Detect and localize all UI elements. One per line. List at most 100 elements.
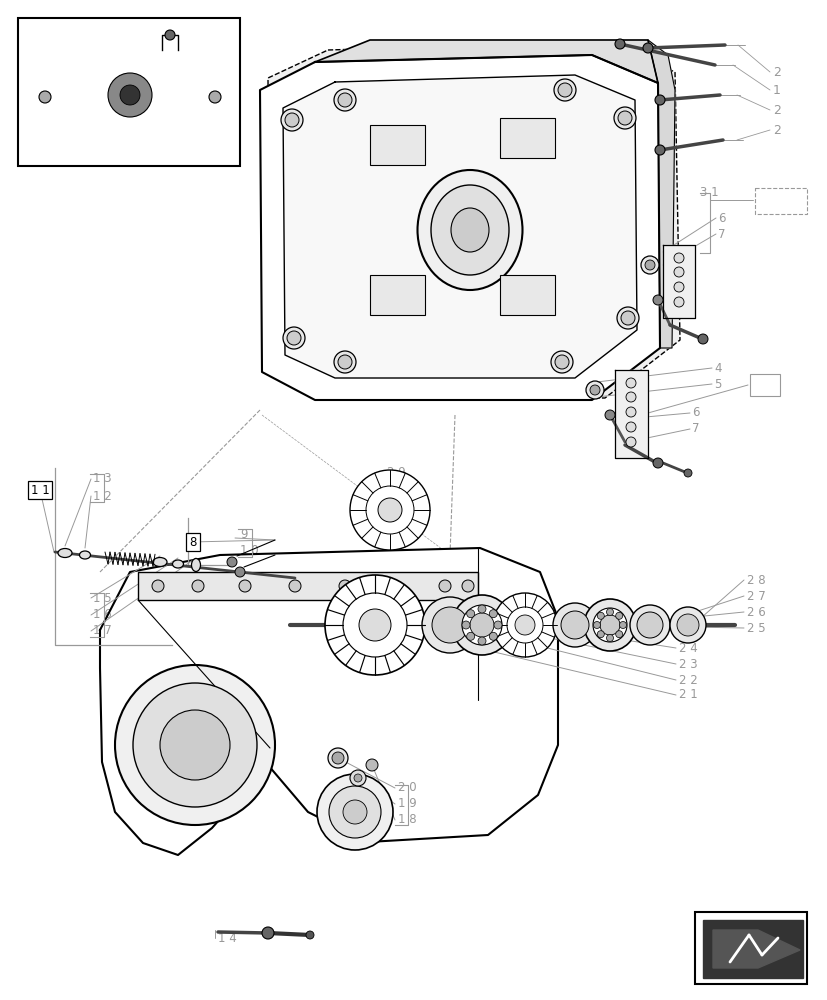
Circle shape — [461, 621, 470, 629]
Text: 2: 2 — [772, 66, 780, 79]
Circle shape — [284, 113, 299, 127]
Text: 2 7: 2 7 — [746, 589, 765, 602]
Bar — [370, 125, 424, 165]
Circle shape — [617, 111, 631, 125]
Polygon shape — [100, 548, 557, 855]
Circle shape — [359, 609, 390, 641]
Circle shape — [586, 381, 603, 399]
Text: 4: 4 — [713, 361, 720, 374]
Circle shape — [470, 613, 494, 637]
Circle shape — [133, 683, 256, 807]
Text: 2: 2 — [772, 124, 780, 137]
Text: 2 1: 2 1 — [678, 688, 697, 702]
Text: 2 3: 2 3 — [678, 658, 697, 670]
Circle shape — [640, 256, 658, 274]
Circle shape — [227, 557, 237, 567]
Circle shape — [39, 91, 51, 103]
Circle shape — [654, 95, 664, 105]
Circle shape — [625, 437, 635, 447]
Circle shape — [366, 486, 414, 534]
Circle shape — [489, 610, 497, 618]
Circle shape — [553, 79, 576, 101]
Polygon shape — [268, 42, 679, 398]
Circle shape — [550, 351, 572, 373]
Polygon shape — [702, 920, 802, 978]
Circle shape — [165, 30, 174, 40]
Circle shape — [561, 611, 588, 639]
Circle shape — [208, 91, 221, 103]
Text: 2 6: 2 6 — [746, 605, 765, 618]
Circle shape — [283, 327, 304, 349]
Circle shape — [337, 93, 351, 107]
Circle shape — [636, 612, 662, 638]
Circle shape — [605, 608, 613, 615]
Circle shape — [98, 63, 162, 127]
Circle shape — [593, 621, 600, 629]
Circle shape — [697, 334, 707, 344]
Text: 1 5: 1 5 — [93, 591, 112, 604]
Polygon shape — [614, 370, 648, 458]
Circle shape — [615, 631, 622, 638]
Circle shape — [673, 253, 683, 263]
Text: 3 1: 3 1 — [699, 186, 718, 200]
Circle shape — [620, 311, 634, 325]
Circle shape — [354, 774, 361, 782]
Circle shape — [583, 599, 635, 651]
Polygon shape — [648, 40, 674, 348]
Bar — [138, 572, 477, 600]
Circle shape — [327, 748, 347, 768]
Text: 1 1: 1 1 — [31, 484, 50, 496]
Circle shape — [592, 608, 626, 642]
Bar — [749, 374, 779, 396]
Circle shape — [389, 580, 400, 592]
Text: 1 0: 1 0 — [240, 544, 258, 558]
Circle shape — [673, 267, 683, 277]
Circle shape — [673, 297, 683, 307]
Circle shape — [514, 615, 534, 635]
Circle shape — [596, 612, 604, 619]
Circle shape — [494, 621, 501, 629]
Circle shape — [600, 615, 619, 635]
Circle shape — [432, 607, 467, 643]
Circle shape — [625, 392, 635, 402]
Circle shape — [616, 307, 638, 329]
Circle shape — [115, 665, 275, 825]
Ellipse shape — [79, 551, 90, 559]
Bar — [18, 18, 240, 166]
Text: 7: 7 — [717, 228, 724, 240]
Circle shape — [477, 637, 485, 645]
Circle shape — [644, 260, 654, 270]
Circle shape — [452, 595, 511, 655]
Text: 9: 9 — [240, 528, 247, 540]
Circle shape — [489, 632, 497, 640]
Text: 1 2: 1 2 — [93, 489, 112, 502]
Circle shape — [235, 567, 245, 577]
Circle shape — [477, 605, 485, 613]
Text: 5: 5 — [713, 377, 720, 390]
Circle shape — [506, 607, 543, 643]
Bar — [754, 188, 806, 214]
Circle shape — [683, 469, 691, 477]
Polygon shape — [260, 55, 659, 400]
Circle shape — [673, 282, 683, 292]
Text: 3 0: 3 0 — [759, 196, 777, 209]
Circle shape — [643, 43, 653, 53]
Circle shape — [120, 85, 140, 105]
Ellipse shape — [451, 208, 489, 252]
Circle shape — [466, 632, 474, 640]
Text: 1 6: 1 6 — [93, 608, 112, 621]
Polygon shape — [712, 930, 799, 968]
Circle shape — [422, 597, 477, 653]
Circle shape — [492, 593, 557, 657]
Polygon shape — [314, 40, 657, 83]
Circle shape — [625, 378, 635, 388]
Text: 1 9: 1 9 — [398, 797, 416, 810]
Circle shape — [654, 145, 664, 155]
Text: 2 5: 2 5 — [746, 621, 765, 635]
Bar — [500, 275, 554, 315]
Ellipse shape — [191, 558, 200, 572]
Text: 2 8: 2 8 — [746, 574, 765, 586]
Circle shape — [669, 607, 705, 643]
Circle shape — [378, 498, 402, 522]
Circle shape — [350, 770, 366, 786]
